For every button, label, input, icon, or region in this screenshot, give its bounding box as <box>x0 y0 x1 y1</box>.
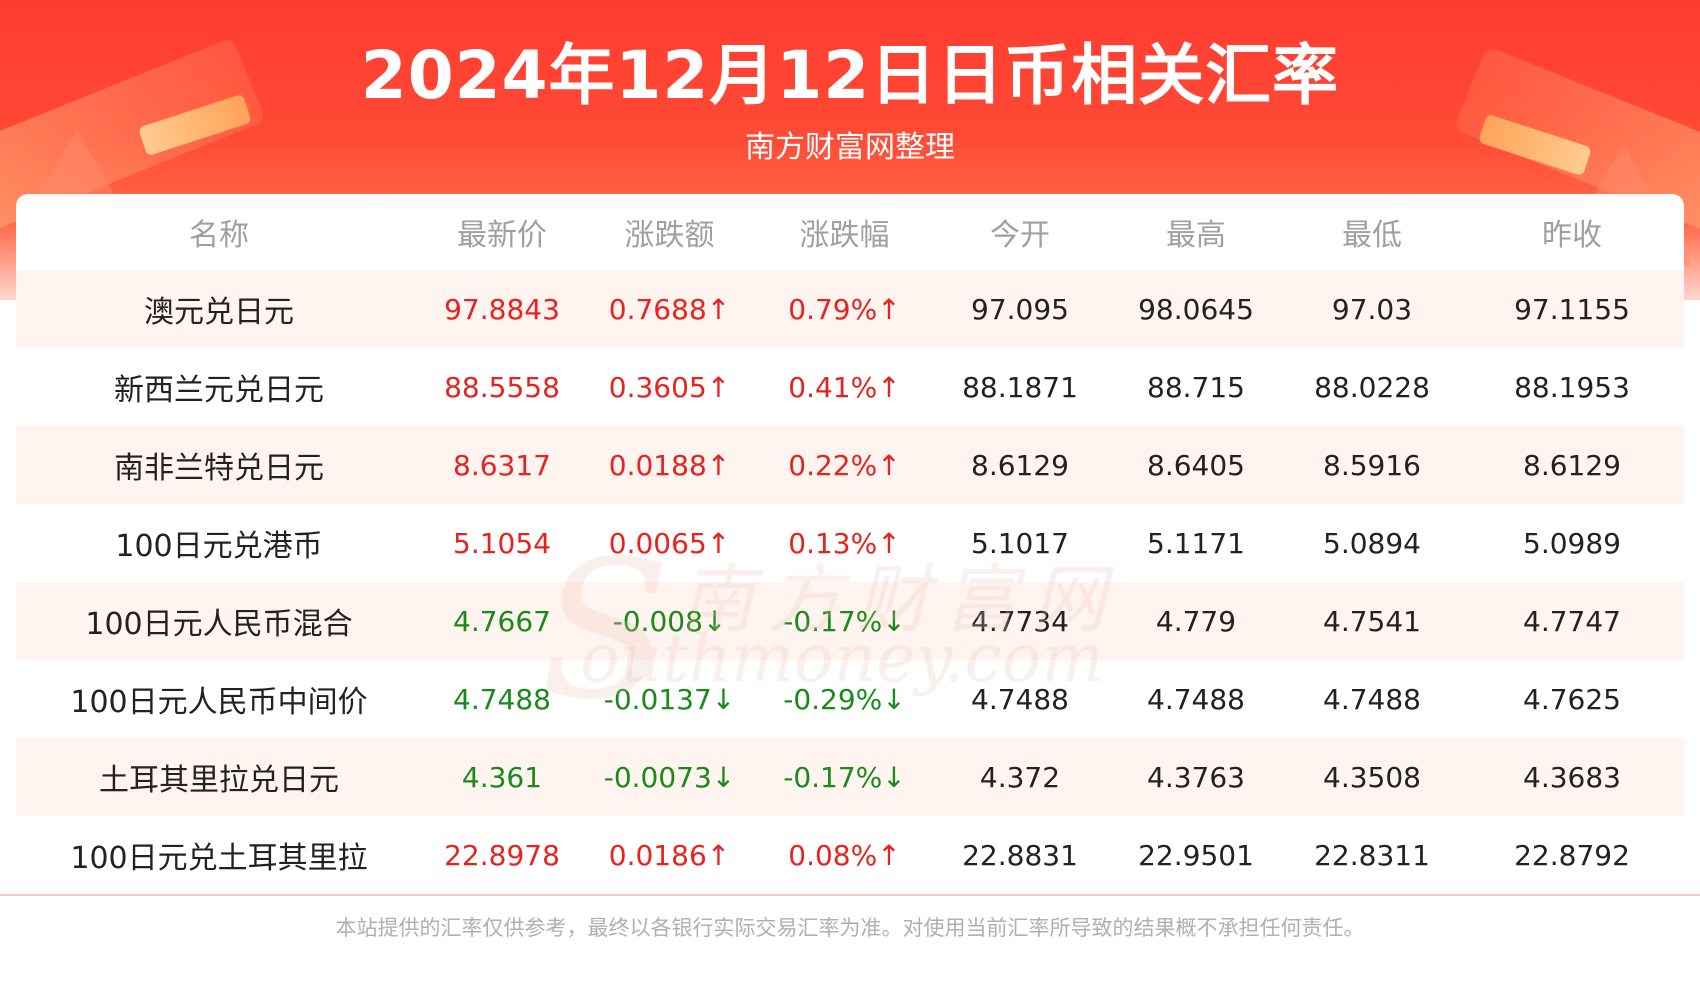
prev-close-price: 88.1953 <box>1514 370 1630 404</box>
table-row: 澳元兑日元 97.8843 0.7688↑ 0.79%↑ 97.095 98.0… <box>16 270 1684 348</box>
price-change: 0.0186↑ <box>608 838 731 872</box>
table-row: 100日元人民币混合 4.7667 -0.008↓ -0.17%↓ 4.7734… <box>16 582 1684 660</box>
price-change: -0.0073↓ <box>582 738 757 816</box>
price-change: 0.3605↑ <box>608 370 731 404</box>
latest-price: 5.1054 <box>453 526 551 560</box>
latest-price: 88.5558 <box>444 370 560 404</box>
table-row: 100日元兑港币 5.1054 0.0065↑ 0.13%↑ 5.1017 5.… <box>16 504 1684 582</box>
column-header-open: 今开 <box>990 218 1050 253</box>
low-price: 8.5916 <box>1284 426 1460 504</box>
low-price: 4.3508 <box>1284 738 1460 816</box>
high-price: 88.715 <box>1147 370 1245 404</box>
prev-close-price: 8.6129 <box>1460 426 1684 504</box>
prev-close-price: 97.1155 <box>1460 270 1684 348</box>
price-change: 0.0188↑ <box>582 426 757 504</box>
high-price: 4.7488 <box>1147 682 1245 716</box>
latest-price: 4.7667 <box>422 582 582 660</box>
table-row: 100日元人民币中间价 4.7488 -0.0137↓ -0.29%↓ 4.74… <box>16 660 1684 738</box>
column-header-latest: 最新价 <box>457 218 547 253</box>
low-price: 97.03 <box>1284 270 1460 348</box>
low-price: 4.7488 <box>1323 682 1421 716</box>
change-percent: 0.41%↑ <box>788 370 901 404</box>
change-percent: 0.79%↑ <box>757 270 932 348</box>
change-percent: 0.22%↑ <box>757 426 932 504</box>
open-price: 4.7488 <box>971 682 1069 716</box>
column-header-prev-close: 昨收 <box>1542 218 1602 253</box>
table-row: 新西兰元兑日元 88.5558 0.3605↑ 0.41%↑ 88.1871 8… <box>16 348 1684 426</box>
change-percent: -0.17%↓ <box>757 738 932 816</box>
currency-pair-name: 南非兰特兑日元 <box>16 426 422 504</box>
column-header-name: 名称 <box>189 218 249 253</box>
table-header-row: 名称 最新价 涨跌额 涨跌幅 今开 最高 最低 昨收 <box>16 194 1684 270</box>
change-percent: -0.29%↓ <box>783 682 906 716</box>
low-price: 5.0894 <box>1323 526 1421 560</box>
open-price: 4.7734 <box>932 582 1108 660</box>
change-percent: 0.08%↑ <box>788 838 901 872</box>
open-price: 5.1017 <box>971 526 1069 560</box>
prev-close-price: 5.0989 <box>1523 526 1621 560</box>
prev-close-price: 4.7747 <box>1460 582 1684 660</box>
high-price: 4.779 <box>1108 582 1284 660</box>
high-price: 22.9501 <box>1138 838 1254 872</box>
latest-price: 8.6317 <box>422 426 582 504</box>
open-price: 4.372 <box>932 738 1108 816</box>
high-price: 4.3763 <box>1108 738 1284 816</box>
price-change: 0.0065↑ <box>608 526 731 560</box>
prev-close-price: 4.7625 <box>1523 682 1621 716</box>
open-price: 8.6129 <box>932 426 1108 504</box>
column-header-low: 最低 <box>1342 218 1402 253</box>
currency-pair-name: 土耳其里拉兑日元 <box>16 738 422 816</box>
low-price: 22.8311 <box>1314 838 1430 872</box>
column-header-percent: 涨跌幅 <box>799 218 890 253</box>
open-price: 97.095 <box>932 270 1108 348</box>
table-row: 土耳其里拉兑日元 4.361 -0.0073↓ -0.17%↓ 4.372 4.… <box>16 738 1684 816</box>
latest-price: 22.8978 <box>444 838 560 872</box>
latest-price: 4.361 <box>422 738 582 816</box>
column-header-change: 涨跌额 <box>624 218 715 253</box>
currency-pair-name: 新西兰元兑日元 <box>114 373 324 408</box>
latest-price: 97.8843 <box>422 270 582 348</box>
prev-close-price: 22.8792 <box>1514 838 1630 872</box>
high-price: 8.6405 <box>1108 426 1284 504</box>
currency-pair-name: 100日元人民币中间价 <box>70 685 368 720</box>
table-row: 100日元兑土耳其里拉 22.8978 0.0186↑ 0.08%↑ 22.88… <box>16 816 1684 894</box>
prev-close-price: 4.3683 <box>1460 738 1684 816</box>
currency-pair-name: 100日元兑港币 <box>115 529 323 564</box>
table-row: 南非兰特兑日元 8.6317 0.0188↑ 0.22%↑ 8.6129 8.6… <box>16 426 1684 504</box>
open-price: 22.8831 <box>962 838 1078 872</box>
column-header-high: 最高 <box>1166 218 1226 253</box>
high-price: 5.1171 <box>1147 526 1245 560</box>
exchange-rate-table: 名称 最新价 涨跌额 涨跌幅 今开 最高 最低 昨收 澳元兑日元 97.8843… <box>16 194 1684 894</box>
low-price: 88.0228 <box>1314 370 1430 404</box>
page-subtitle: 南方财富网整理 <box>745 130 955 165</box>
disclaimer-text: 本站提供的汇率仅供参考，最终以各银行实际交易汇率为准。对使用当前汇率所导致的结果… <box>335 916 1365 940</box>
latest-price: 4.7488 <box>453 682 551 716</box>
currency-pair-name: 100日元兑土耳其里拉 <box>70 841 368 876</box>
change-percent: 0.13%↑ <box>788 526 901 560</box>
price-change: 0.7688↑ <box>582 270 757 348</box>
open-price: 88.1871 <box>962 370 1078 404</box>
low-price: 4.7541 <box>1284 582 1460 660</box>
footer-divider <box>0 894 1700 896</box>
price-change: -0.008↓ <box>582 582 757 660</box>
currency-pair-name: 澳元兑日元 <box>16 270 422 348</box>
page-title: 2024年12月12日日币相关汇率 <box>360 37 1340 114</box>
change-percent: -0.17%↓ <box>757 582 932 660</box>
price-change: -0.0137↓ <box>603 682 736 716</box>
currency-pair-name: 100日元人民币混合 <box>16 582 422 660</box>
high-price: 98.0645 <box>1108 270 1284 348</box>
